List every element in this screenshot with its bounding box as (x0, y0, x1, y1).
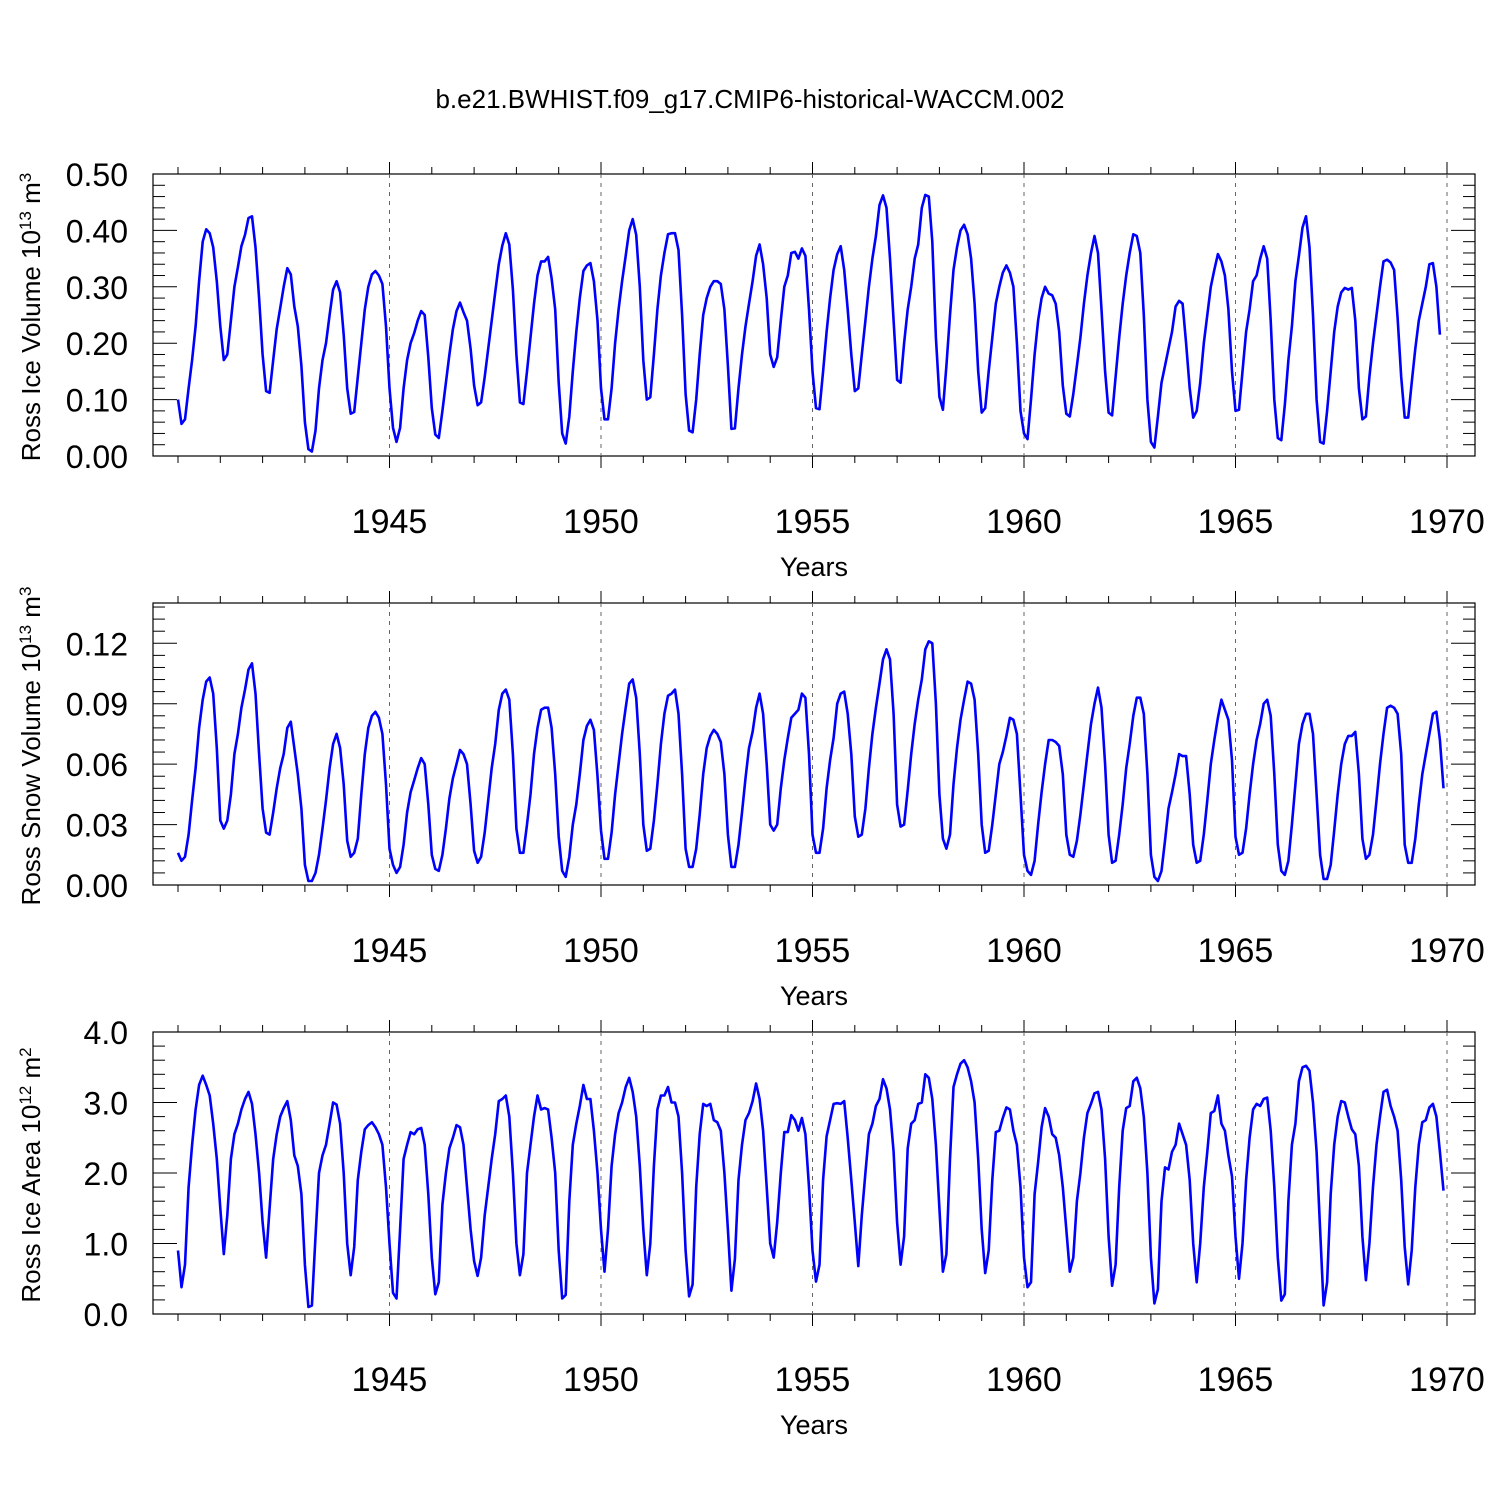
panel1-ytick-label: 0.10 (66, 383, 128, 419)
panel1-x-axis-label: Years (780, 552, 848, 582)
panel1-y-axis-label: Ross Ice Volume 1013 m3 (16, 173, 47, 462)
panel3-series-line-1 (176, 1058, 1445, 1309)
panel2-ytick-label: 0.03 (66, 808, 128, 844)
panel2-ytick-label: 0.00 (66, 868, 128, 904)
panel3-xtick-label: 1965 (1198, 1361, 1274, 1399)
panel3-ytick-label: 0.0 (84, 1297, 128, 1333)
panel3-xtick-label: 1955 (775, 1361, 851, 1399)
panel3-ytick-label: 1.0 (84, 1227, 128, 1263)
panel1-ytick-label: 0.20 (66, 326, 128, 362)
panel3-ytick-label: 4.0 (84, 1015, 128, 1051)
panel3-xtick-label: 1945 (352, 1361, 428, 1399)
panel2-xtick-label: 1960 (986, 932, 1062, 970)
panel3-xtick-label: 1960 (986, 1361, 1062, 1399)
panel2-y-axis-label: Ross Snow Volume 1013 m3 (16, 587, 47, 906)
panel1-xtick-label: 1970 (1409, 503, 1485, 541)
panel3-ytick-label: 3.0 (84, 1086, 128, 1122)
figure-title: b.e21.BWHIST.f09_g17.CMIP6-historical-WA… (435, 84, 1065, 114)
panel1-xtick-label: 1965 (1198, 503, 1274, 541)
panel1-xtick-label: 1950 (563, 503, 639, 541)
panel2-ytick-label: 0.09 (66, 687, 128, 723)
panel2-xtick-label: 1950 (563, 932, 639, 970)
panel1-xtick-label: 1955 (775, 503, 851, 541)
panel2-xtick-label: 1970 (1409, 932, 1485, 970)
panel2-ytick-label: 0.12 (66, 626, 128, 662)
panel1-ytick-label: 0.00 (66, 439, 128, 475)
panel2-x-axis-label: Years (780, 981, 848, 1011)
panel2-ytick-label: 0.06 (66, 747, 128, 783)
panel1-xtick-label: 1945 (352, 503, 428, 541)
panel2-series-line-1 (176, 639, 1445, 883)
panel3-xtick-label: 1950 (563, 1361, 639, 1399)
panel3-xtick-label: 1970 (1409, 1361, 1485, 1399)
panel1-xtick-label: 1960 (986, 503, 1062, 541)
panel2-plot-frame (152, 602, 1476, 886)
panel2-xtick-label: 1965 (1198, 932, 1274, 970)
panel2-xtick-label: 1945 (352, 932, 428, 970)
panel1-plot-frame (152, 173, 1476, 457)
panel1-series-line-1 (176, 193, 1442, 453)
panel3-x-axis-label: Years (780, 1410, 848, 1440)
panel1-ytick-label: 0.50 (66, 157, 128, 193)
panel1-ytick-label: 0.30 (66, 270, 128, 306)
panel1-ytick-label: 0.40 (66, 213, 128, 249)
panel2-xtick-label: 1955 (775, 932, 851, 970)
panel3-y-axis-label: Ross Ice Area 1012 m2 (16, 1047, 47, 1302)
panel3-ytick-label: 2.0 (84, 1156, 128, 1192)
